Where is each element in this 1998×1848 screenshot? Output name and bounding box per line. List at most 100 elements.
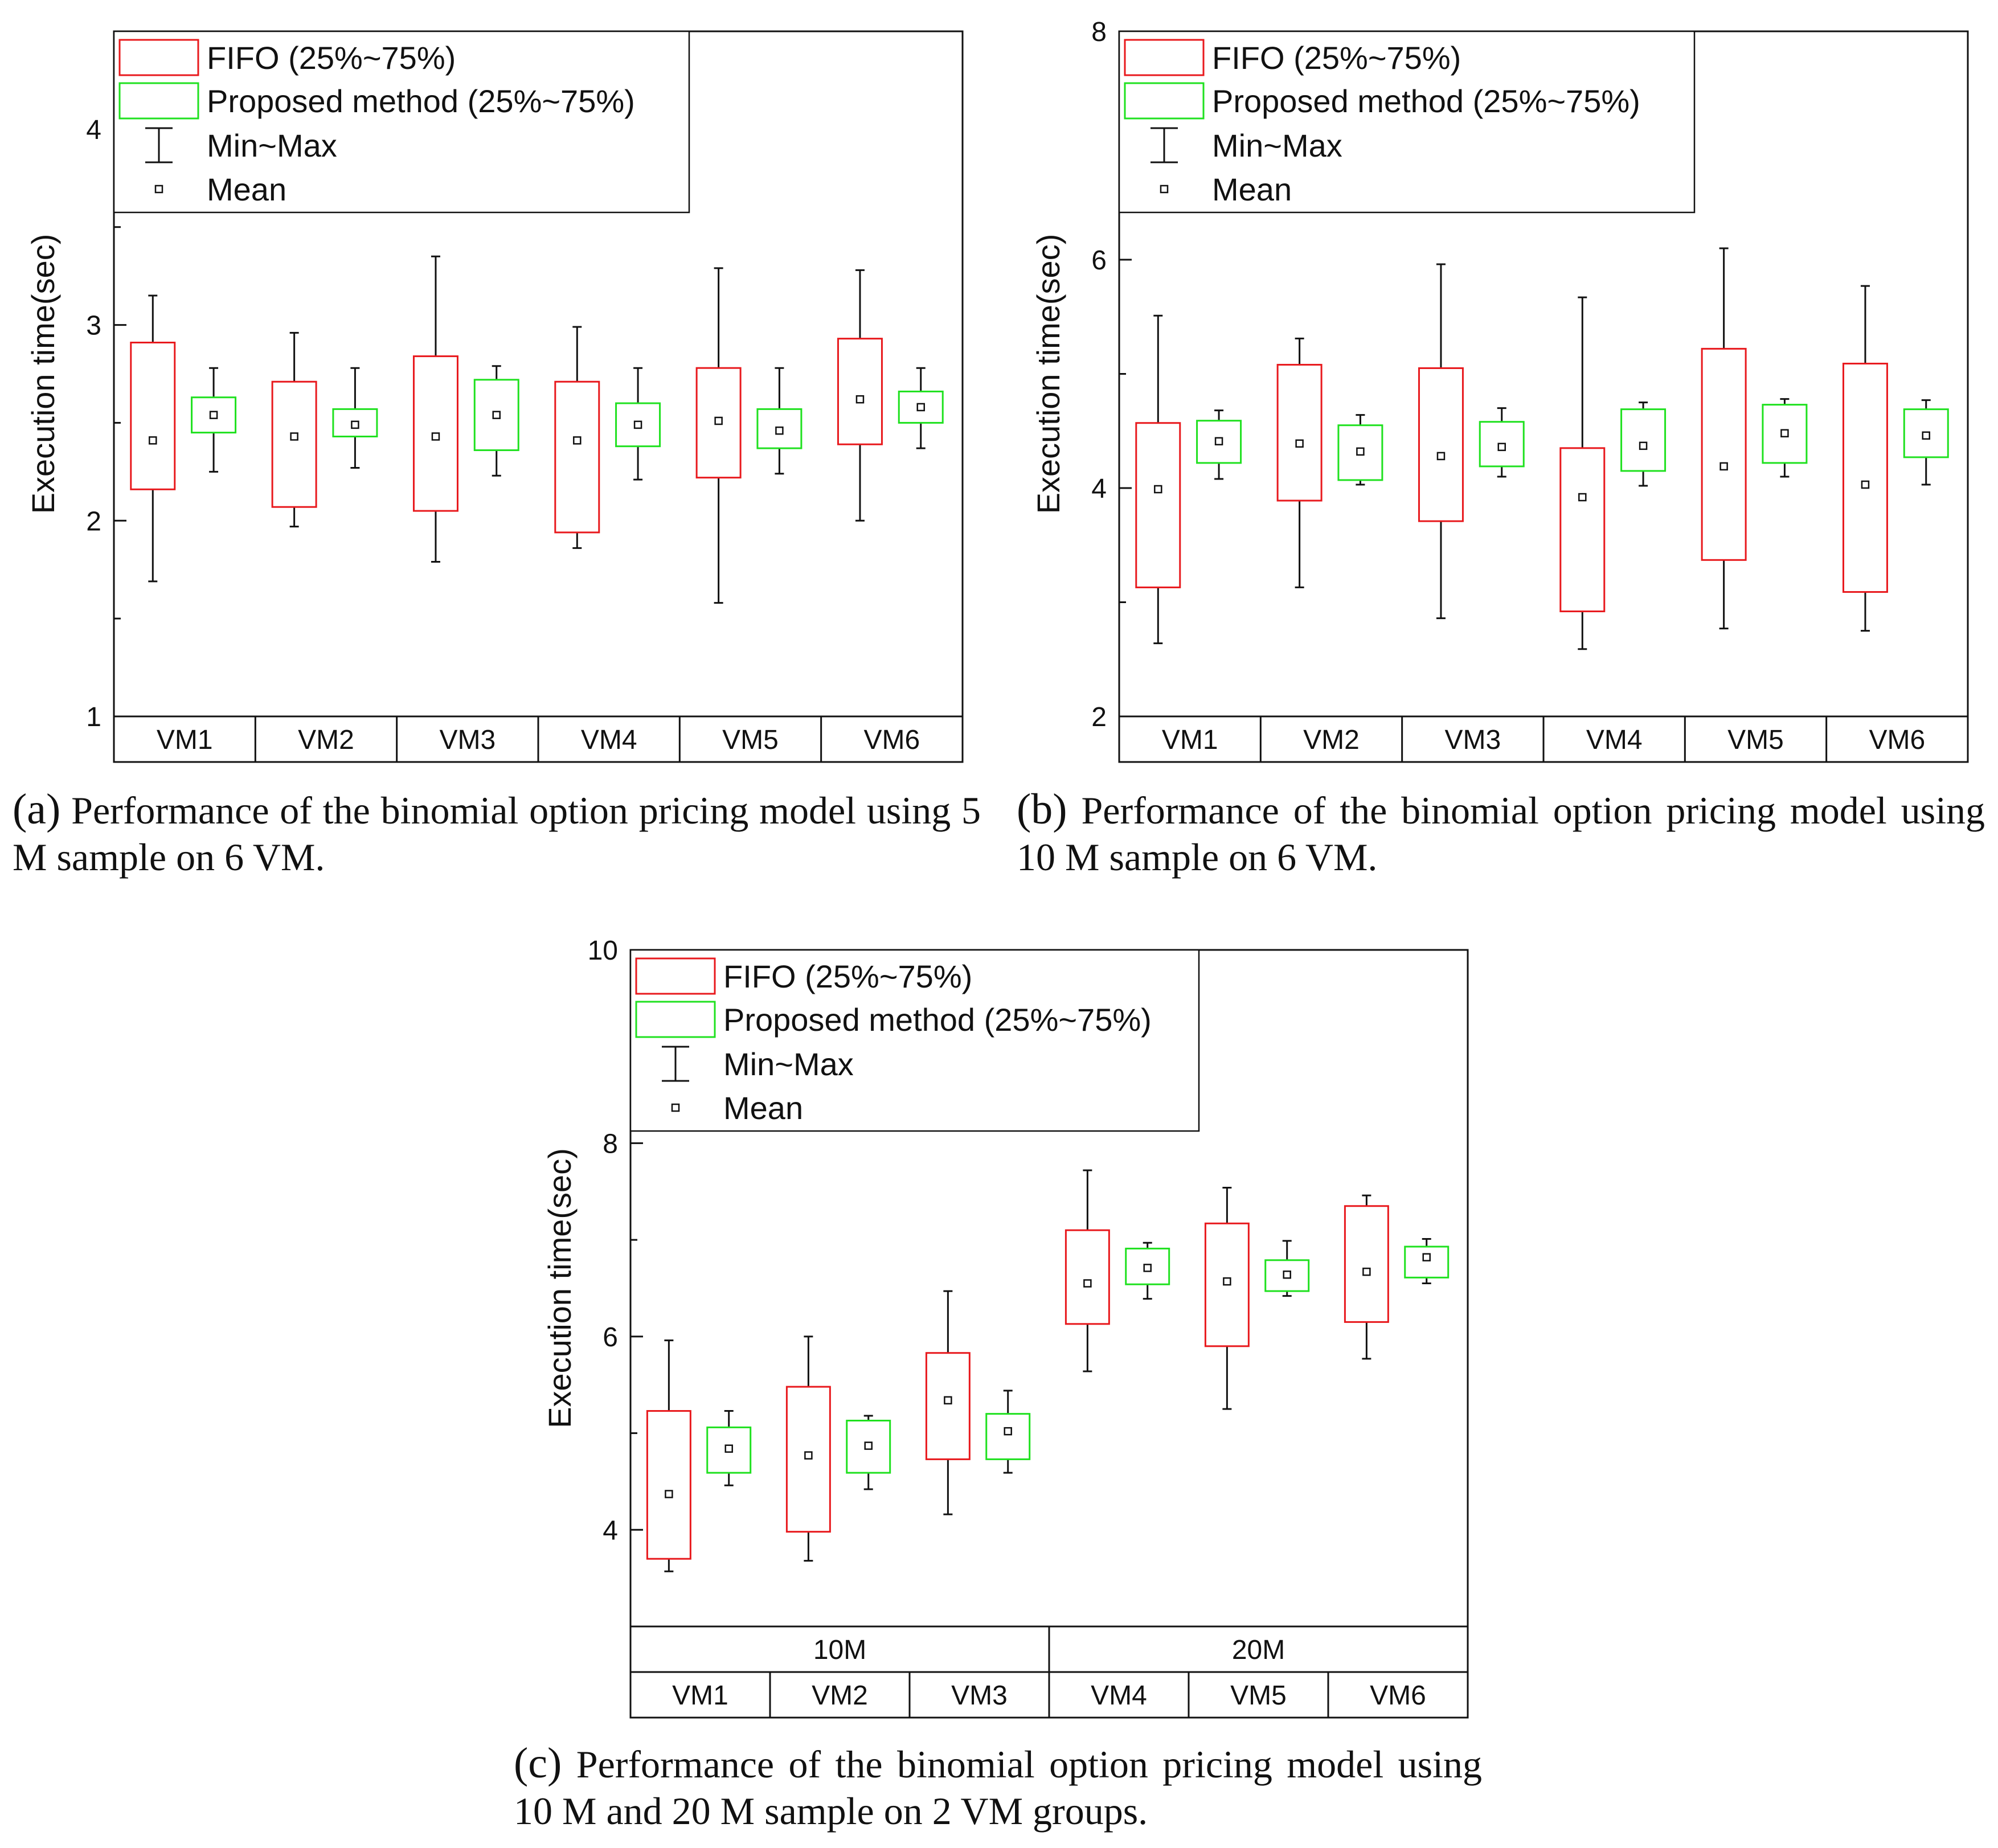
chart-b-y-axis-title: Execution time(sec) <box>1030 234 1066 514</box>
caption-a: (a) Performance of the binomial option p… <box>13 786 981 880</box>
chart-c-legend-box <box>629 949 1200 1132</box>
chart-a-legend-mean-label: Mean <box>207 171 286 207</box>
caption-c-text: Performance of the binomial option prici… <box>514 1743 1482 1833</box>
chart-b-fifo-box <box>1418 367 1464 522</box>
chart-c-fifo-box <box>646 1410 691 1560</box>
chart-c-y-tick-label: 4 <box>603 1515 618 1546</box>
chart-b-category-label: VM4 <box>1586 725 1643 755</box>
chart-a-legend-box <box>113 30 690 214</box>
caption-a-text: Performance of the binomial option prici… <box>13 789 981 879</box>
chart-b-legend-minmax-label: Min~Max <box>1212 128 1342 163</box>
chart-a-proposed-box <box>473 379 519 452</box>
chart-b-fifo-box <box>1559 447 1606 613</box>
chart-b-category-label: VM5 <box>1727 725 1784 755</box>
chart-a-fifo-box <box>130 342 176 490</box>
chart-b-legend-proposed-label: Proposed method (25%~75%) <box>1212 83 1640 119</box>
chart-b-category-label: VM1 <box>1162 725 1218 755</box>
chart-c-fifo-box <box>925 1352 971 1460</box>
caption-c-letter: (c) <box>514 1739 562 1787</box>
chart-a-legend-fifo-swatch <box>118 39 199 76</box>
chart-b-legend-proposed-swatch <box>1124 82 1205 120</box>
chart-b-proposed-box <box>1903 408 1949 458</box>
chart-c-legend-fifo-swatch <box>635 957 716 995</box>
chart-c-legend-proposed-label: Proposed method (25%~75%) <box>723 1002 1152 1038</box>
chart-a-y-tick-label: 4 <box>86 115 101 145</box>
chart-c-legend-minmax-label: Min~Max <box>723 1046 854 1082</box>
chart-b-fifo-box <box>1701 347 1747 561</box>
chart-b-fifo-box <box>1276 363 1323 502</box>
chart-a-fifo-mean-marker <box>149 436 157 445</box>
chart-c-proposed-mean-marker <box>1422 1253 1431 1261</box>
chart-c-legend-mean-label: Mean <box>723 1090 803 1126</box>
chart-a-fifo-mean-marker <box>714 416 723 425</box>
chart-a-fifo-mean-marker <box>855 395 865 404</box>
chart-a-y-tick-label: 2 <box>86 506 101 536</box>
chart-c-category-label: VM4 <box>1091 1681 1147 1711</box>
chart-b-legend-box <box>1118 30 1696 214</box>
chart-c-fifo-mean-marker <box>1223 1277 1231 1286</box>
chart-b-fifo-box <box>1135 422 1181 588</box>
chart-a-category-label: VM1 <box>157 725 213 755</box>
caption-c: (c) Performance of the binomial option p… <box>514 1740 1482 1834</box>
chart-c-proposed-mean-marker <box>1283 1270 1291 1279</box>
chart-c-proposed-mean-marker <box>1004 1427 1012 1436</box>
chart-c-legend-fifo-label: FIFO (25%~75%) <box>723 958 972 994</box>
caption-b-text: Performance of the binomial option prici… <box>1017 789 1985 879</box>
chart-c-fifo-mean-marker <box>944 1396 952 1405</box>
chart-c-y-tick-label: 6 <box>603 1322 618 1353</box>
chart-a-proposed-mean-marker <box>351 420 359 429</box>
chart-c-fifo-box <box>1064 1229 1110 1325</box>
chart-b-y-tick-label: 2 <box>1091 702 1107 732</box>
chart-a-fifo-mean-marker <box>290 432 298 441</box>
chart-b-fifo-mean-marker <box>1861 480 1870 489</box>
chart-a: 1 2 3 4 Execution time(sec) VM1 VM2 VM3 VM4 VM5 VM… <box>25 30 964 763</box>
chart-b-fifo-box <box>1842 362 1888 593</box>
caption-a-letter: (a) <box>13 785 61 833</box>
chart-a-proposed-mean-marker <box>775 426 784 435</box>
chart-b-fifo-mean-marker <box>1295 439 1304 448</box>
chart-b-proposed-mean-marker <box>1639 441 1648 450</box>
chart-b-fifo-mean-marker <box>1719 462 1728 471</box>
chart-c-proposed-mean-marker <box>724 1444 733 1453</box>
chart-c-proposed-box <box>985 1413 1031 1460</box>
chart-c: 4 6 8 10 Execution time(sec) 10M 20M VM1 VM2 VM3 V… <box>542 936 1469 1719</box>
chart-a-category-label: VM2 <box>298 725 354 755</box>
chart-a-proposed-mean-marker <box>209 411 218 419</box>
chart-a-category-label: VM4 <box>581 725 637 755</box>
chart-a-legend-proposed-swatch <box>118 82 199 120</box>
chart-a-proposed-mean-marker <box>916 403 925 412</box>
chart-a-proposed-mean-marker <box>633 420 642 429</box>
chart-a-fifo-mean-marker <box>431 432 440 441</box>
chart-a-fifo-mean-marker <box>573 436 582 445</box>
chart-c-category-label: VM3 <box>951 1681 1008 1711</box>
caption-b-letter: (b) <box>1017 785 1067 833</box>
chart-c-category-label: VM1 <box>672 1681 728 1711</box>
chart-c-category-label: VM5 <box>1230 1681 1287 1711</box>
chart-b-category-label: VM6 <box>1869 725 1925 755</box>
chart-c-fifo-mean-marker <box>804 1451 813 1460</box>
chart-b-proposed-mean-marker <box>1922 431 1930 440</box>
chart-a-fifo-box <box>554 380 600 534</box>
chart-c-proposed-box <box>1404 1245 1450 1279</box>
chart-b-proposed-mean-marker <box>1780 429 1789 438</box>
chart-b-y-tick-label: 6 <box>1091 245 1107 276</box>
chart-b-proposed-mean-marker <box>1497 442 1506 452</box>
chart-b-fifo-mean-marker <box>1578 493 1587 502</box>
chart-b-y-tick-label: 8 <box>1091 17 1107 47</box>
chart-b-proposed-mean-marker <box>1356 447 1365 456</box>
chart-c-fifo-mean-marker <box>665 1490 673 1498</box>
chart-b-proposed-box <box>1620 408 1667 472</box>
chart-b: 2 4 6 8 Execution time(sec) VM1 VM2 VM3 VM4 VM5 VM… <box>1030 17 1969 763</box>
chart-b-category-label: VM3 <box>1444 725 1501 755</box>
chart-a-legend-minmax-label: Min~Max <box>207 128 337 163</box>
chart-a-y-tick-label: 1 <box>86 702 101 732</box>
chart-b-legend-fifo-label: FIFO (25%~75%) <box>1212 40 1461 76</box>
chart-a-y-axis-title: Execution time(sec) <box>25 234 61 514</box>
chart-a-proposed-mean-marker <box>492 411 501 419</box>
chart-c-group-label: 20M <box>1232 1635 1285 1665</box>
chart-a-legend-fifo-label: FIFO (25%~75%) <box>207 40 456 76</box>
chart-a-proposed-box <box>332 408 378 437</box>
chart-a-fifo-box <box>837 338 883 445</box>
chart-b-fifo-mean-marker <box>1154 485 1162 494</box>
